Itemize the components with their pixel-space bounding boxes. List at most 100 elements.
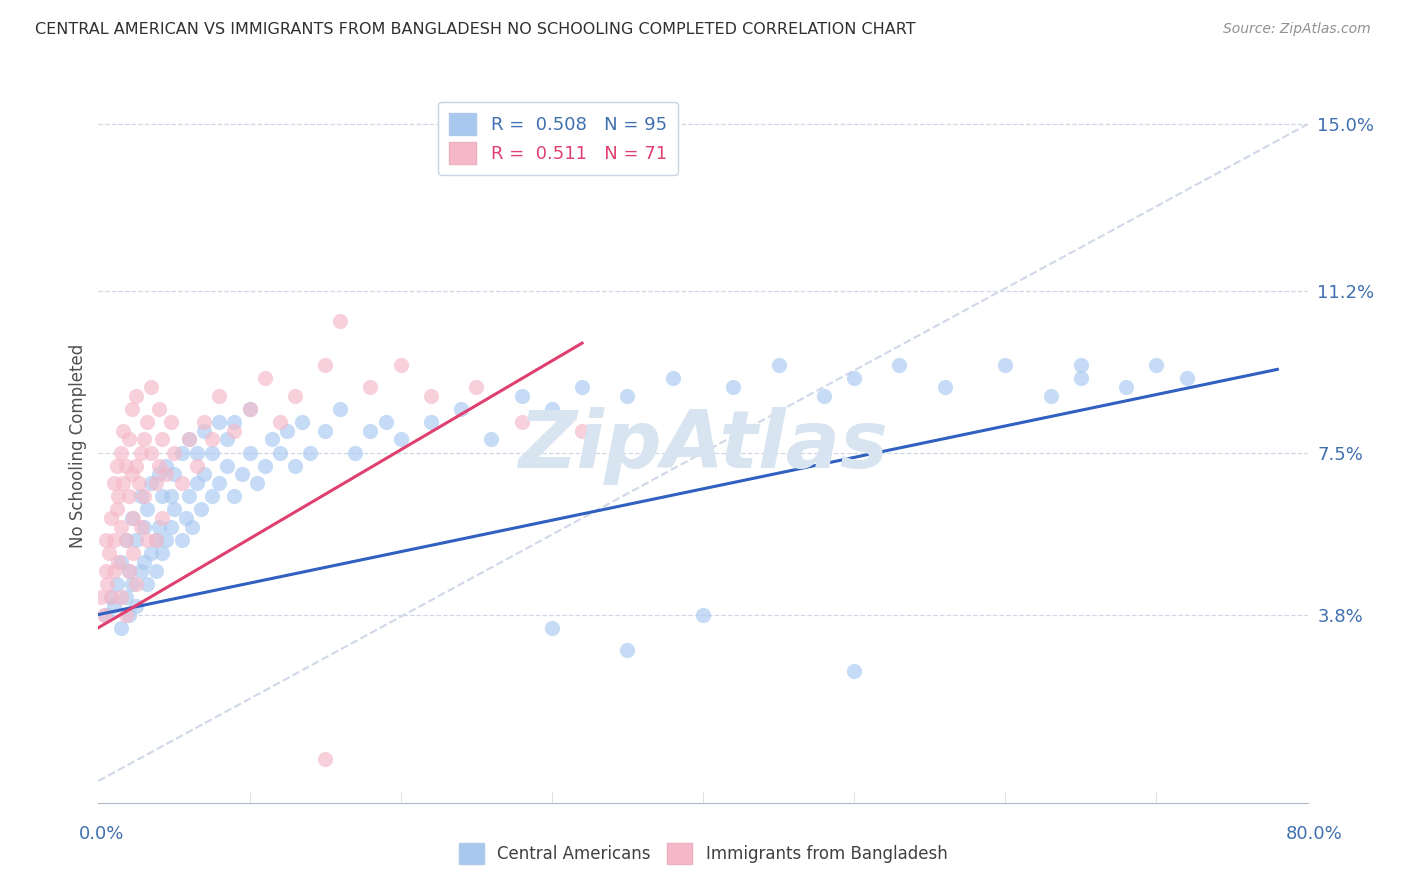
Point — [148, 467, 170, 482]
Point — [481, 433, 503, 447]
Point — [181, 520, 204, 534]
Point — [114, 607, 136, 622]
Point — [374, 415, 396, 429]
Point — [121, 467, 143, 482]
Point — [1115, 380, 1137, 394]
Point — [125, 599, 148, 613]
Point — [208, 476, 231, 491]
Point — [145, 476, 167, 491]
Point — [145, 564, 167, 578]
Point — [111, 476, 134, 491]
Point — [208, 415, 231, 429]
Point — [419, 389, 441, 403]
Point — [155, 533, 177, 548]
Point — [177, 489, 201, 503]
Point — [190, 502, 212, 516]
Point — [160, 489, 183, 503]
Point — [329, 401, 352, 416]
Point — [150, 433, 173, 447]
Point — [150, 546, 173, 560]
Point — [118, 489, 141, 503]
Point — [125, 458, 148, 473]
Point — [170, 533, 193, 548]
Point — [246, 476, 269, 491]
Point — [201, 445, 224, 459]
Point — [132, 520, 155, 534]
Point — [269, 415, 291, 429]
Point — [276, 424, 298, 438]
Legend: Central Americans, Immigrants from Bangladesh: Central Americans, Immigrants from Bangl… — [453, 837, 953, 871]
Point — [114, 590, 136, 604]
Point — [163, 445, 186, 459]
Point — [934, 380, 956, 394]
Point — [118, 564, 141, 578]
Point — [360, 380, 382, 394]
Point — [96, 577, 118, 591]
Point — [163, 502, 186, 516]
Point — [170, 445, 193, 459]
Text: Source: ZipAtlas.com: Source: ZipAtlas.com — [1223, 22, 1371, 37]
Point — [177, 433, 201, 447]
Point — [616, 642, 638, 657]
Point — [90, 590, 112, 604]
Point — [193, 467, 215, 482]
Point — [94, 607, 117, 622]
Point — [114, 533, 136, 548]
Point — [721, 380, 744, 394]
Point — [994, 358, 1017, 372]
Point — [510, 389, 533, 403]
Point — [110, 520, 132, 534]
Point — [692, 607, 714, 622]
Point — [215, 433, 238, 447]
Point — [98, 546, 121, 560]
Point — [118, 433, 141, 447]
Point — [110, 445, 132, 459]
Legend: R =  0.508   N = 95, R =  0.511   N = 71: R = 0.508 N = 95, R = 0.511 N = 71 — [439, 102, 678, 175]
Point — [284, 458, 307, 473]
Point — [215, 458, 238, 473]
Y-axis label: No Schooling Completed: No Schooling Completed — [69, 344, 87, 548]
Point — [889, 358, 911, 372]
Point — [148, 458, 170, 473]
Point — [419, 415, 441, 429]
Point — [105, 577, 128, 591]
Point — [125, 577, 148, 591]
Point — [141, 476, 163, 491]
Point — [103, 533, 125, 548]
Point — [193, 424, 215, 438]
Point — [224, 424, 246, 438]
Point — [94, 564, 117, 578]
Point — [360, 424, 382, 438]
Point — [122, 511, 145, 525]
Point — [125, 533, 148, 548]
Point — [450, 401, 472, 416]
Point — [768, 358, 790, 372]
Point — [141, 445, 163, 459]
Point — [177, 433, 201, 447]
Point — [1144, 358, 1167, 372]
Point — [299, 445, 322, 459]
Point — [135, 415, 157, 429]
Point — [145, 533, 167, 548]
Point — [329, 314, 352, 328]
Text: ZipAtlas: ZipAtlas — [517, 407, 889, 485]
Point — [110, 621, 132, 635]
Point — [121, 577, 143, 591]
Point — [107, 489, 129, 503]
Point — [314, 752, 336, 766]
Point — [93, 607, 115, 622]
Point — [111, 424, 134, 438]
Point — [186, 476, 208, 491]
Point — [1175, 371, 1198, 385]
Point — [103, 564, 125, 578]
Text: CENTRAL AMERICAN VS IMMIGRANTS FROM BANGLADESH NO SCHOOLING COMPLETED CORRELATIO: CENTRAL AMERICAN VS IMMIGRANTS FROM BANG… — [35, 22, 915, 37]
Point — [100, 590, 122, 604]
Point — [155, 467, 177, 482]
Point — [224, 415, 246, 429]
Point — [118, 564, 141, 578]
Point — [262, 433, 284, 447]
Point — [844, 665, 866, 679]
Point — [121, 401, 143, 416]
Point — [145, 533, 167, 548]
Point — [170, 476, 193, 491]
